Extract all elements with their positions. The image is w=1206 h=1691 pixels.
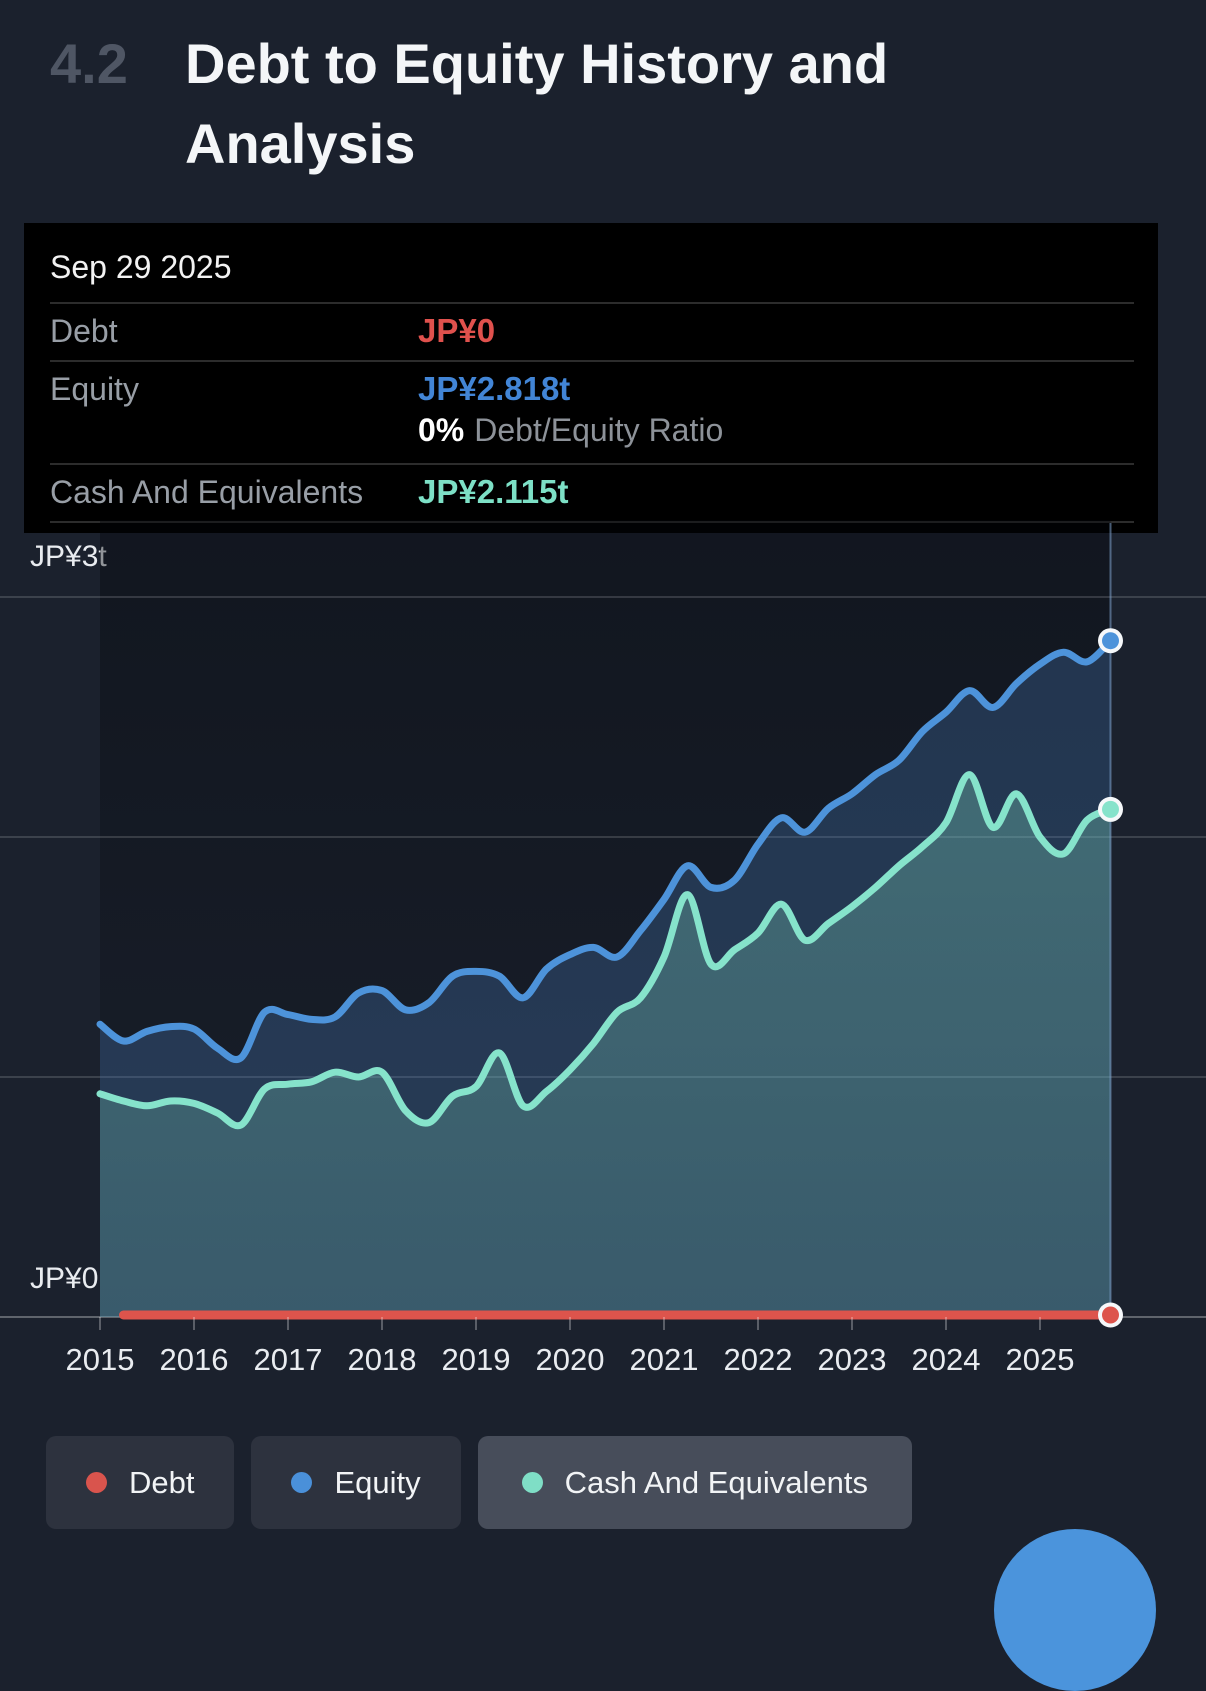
equity-line [96, 637, 1114, 1063]
floating-action-button[interactable] [994, 1529, 1156, 1691]
x-axis-label: 2016 [160, 1342, 229, 1377]
x-axis-label: 2024 [912, 1342, 981, 1377]
legend-label: Equity [334, 1464, 421, 1500]
section-number: 4.2 [50, 32, 128, 95]
y-axis-label-top: JP¥3t [30, 540, 107, 573]
legend-label: Cash And Equivalents [564, 1464, 868, 1500]
x-axis-label: 2017 [254, 1342, 323, 1377]
end-marker-equity [1102, 632, 1119, 650]
tooltip-label: Equity [50, 371, 139, 407]
legend-chip-debt[interactable]: Debt [46, 1436, 235, 1529]
cash-line [96, 771, 1114, 1130]
page-title: Debt to Equity History and Analysis [185, 32, 889, 175]
chart-legend: Debt Equity Cash And Equivalents [46, 1436, 912, 1529]
cash-series-dot-icon [521, 1472, 543, 1493]
debt-equity-ratio: 0% Debt/Equity Ratio [418, 408, 1134, 463]
chart-plot-area[interactable]: 2015 2016 2017 2018 2019 2020 2021 2022 2023 2024… [0, 518, 1206, 1398]
tooltip-row-cash: Cash And Equivalents JP¥2.115t [50, 465, 1134, 523]
legend-chip-cash-and-equivalents[interactable]: Cash And Equivalents [477, 1436, 912, 1529]
debt-series-dot-icon [86, 1472, 107, 1493]
legend-label: Debt [129, 1464, 195, 1500]
cash-area [100, 774, 1111, 1317]
tooltip-value-debt: JP¥0 [418, 312, 496, 349]
x-axis-label: 2025 [1006, 1342, 1075, 1377]
x-axis-label: 2015 [66, 1342, 135, 1377]
tooltip-value-equity: JP¥2.818t [418, 370, 571, 407]
chart-tooltip: Sep 29 2025 Debt JP¥0 Equity JP¥2.818t 0… [24, 223, 1158, 533]
x-axis-label: 2020 [536, 1342, 605, 1377]
tooltip-date: Sep 29 2025 [50, 241, 1134, 304]
tooltip-row-equity: Equity JP¥2.818t 0% Debt/Equity Ratio [50, 362, 1134, 465]
tooltip-label: Cash And Equivalents [50, 474, 364, 510]
end-marker-debt [1102, 1306, 1119, 1324]
end-marker-cash [1102, 800, 1119, 818]
x-axis-label: 2018 [348, 1342, 417, 1377]
tooltip-label: Debt [50, 313, 118, 349]
tooltip-value-cash: JP¥2.115t [418, 473, 569, 510]
x-axis-label: 2023 [818, 1342, 887, 1377]
equity-series-dot-icon [291, 1472, 313, 1493]
ratio-percent: 0% [418, 412, 465, 448]
legend-chip-equity[interactable]: Equity [251, 1436, 461, 1529]
x-axis-label: 2021 [630, 1342, 699, 1377]
x-axis-label: 2019 [442, 1342, 511, 1377]
ratio-label: Debt/Equity Ratio [474, 412, 724, 448]
y-axis-label-zero: JP¥0 [30, 1262, 99, 1295]
tooltip-row-debt: Debt JP¥0 [50, 304, 1134, 362]
section-header: 4.2 Debt to Equity History and Analysis [50, 24, 1065, 184]
x-axis-label: 2022 [724, 1342, 793, 1377]
